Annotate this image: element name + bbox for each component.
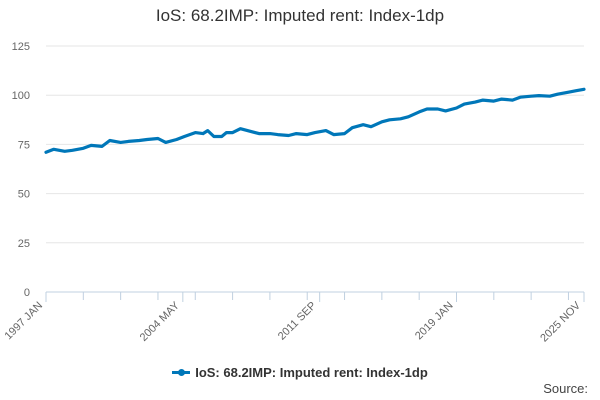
legend-label: IoS: 68.2IMP: Imputed rent: Index-1dp [195,365,428,380]
x-tick-label: 2025 NOV [538,299,583,344]
y-tick-label: 100 [12,90,30,102]
x-tick-label: 2011 SEP [276,300,319,343]
legend[interactable]: IoS: 68.2IMP: Imputed rent: Index-1dp [0,365,600,380]
y-tick-label: 125 [12,41,30,53]
x-tick-label: 1997 JAN [2,300,45,343]
y-tick-label: 75 [18,139,30,151]
x-tick-label: 2004 MAY [138,299,183,344]
x-tick-label: 2019 JAN [413,300,456,343]
y-tick-label: 50 [18,189,30,201]
source-label: Source: [543,381,588,396]
y-tick-label: 25 [18,238,30,250]
y-tick-label: 0 [24,287,30,299]
chart-title: IoS: 68.2IMP: Imputed rent: Index-1dp [155,6,445,25]
legend-dot [178,369,186,376]
legend-swatch [172,369,191,376]
series-line [44,87,586,154]
